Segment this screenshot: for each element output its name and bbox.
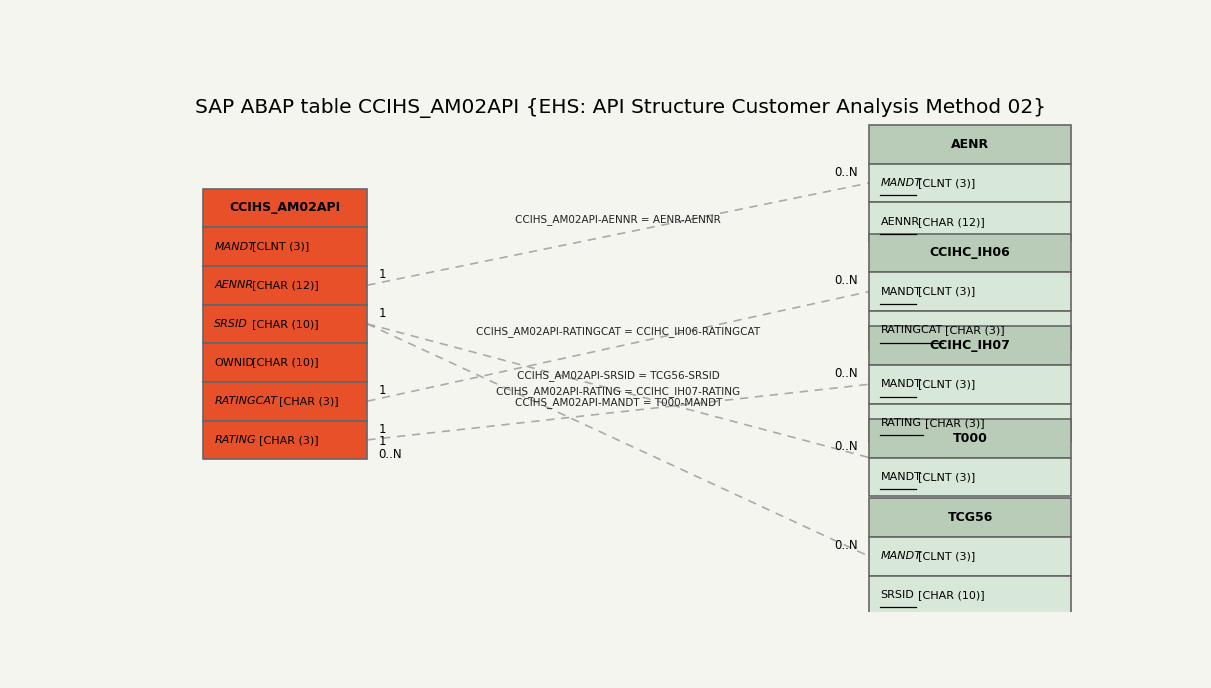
Text: RATING: RATING [880,418,922,428]
Text: AENNR: AENNR [880,217,919,226]
Text: T000: T000 [953,432,988,445]
Bar [869,164,1071,202]
Text: [CHAR (10)]: [CHAR (10)] [252,358,318,367]
Text: 1: 1 [379,422,386,436]
Bar [869,576,1071,614]
Bar [203,189,367,227]
Text: RATINGCAT: RATINGCAT [880,325,943,335]
Text: MANDT: MANDT [880,178,922,188]
Text: [CHAR (10)]: [CHAR (10)] [252,319,318,329]
Bar [203,227,367,266]
Text: RATINGCAT: RATINGCAT [214,396,277,406]
Text: [CLNT (3)]: [CLNT (3)] [252,241,309,252]
Text: CCIHS_AM02API: CCIHS_AM02API [230,202,340,215]
Bar [869,404,1071,442]
Bar [869,202,1071,241]
Bar [869,272,1071,311]
Bar [203,305,367,343]
Text: RATING: RATING [214,435,256,445]
Bar [869,365,1071,404]
Text: [CHAR (10)]: [CHAR (10)] [918,590,985,600]
Text: SAP ABAP table CCIHS_AM02API {EHS: API Structure Customer Analysis Method 02}: SAP ABAP table CCIHS_AM02API {EHS: API S… [195,98,1046,118]
Text: 1: 1 [379,436,386,449]
Text: CCIHS_AM02API-RATINGCAT = CCIHC_IH06-RATINGCAT: CCIHS_AM02API-RATINGCAT = CCIHC_IH06-RAT… [476,326,761,337]
Text: [CHAR (3)]: [CHAR (3)] [925,418,985,428]
Text: CCIHS_AM02API-AENNR = AENR-AENNR: CCIHS_AM02API-AENNR = AENR-AENNR [516,214,722,224]
Text: OWNID: OWNID [214,358,254,367]
Bar [203,420,367,459]
Text: CCIHC_IH06: CCIHC_IH06 [930,246,1011,259]
Text: CCIHC_IH07: CCIHC_IH07 [930,339,1011,352]
Bar [869,458,1071,496]
Text: 0..N: 0..N [834,440,859,453]
Text: [CHAR (12)]: [CHAR (12)] [918,217,985,226]
Text: [CHAR (3)]: [CHAR (3)] [259,435,318,445]
Text: SRSID: SRSID [880,590,914,600]
Text: CCIHS_AM02API-RATING = CCIHC_IH07-RATING: CCIHS_AM02API-RATING = CCIHC_IH07-RATING [497,386,740,397]
Text: MANDT: MANDT [880,379,922,389]
Text: [CHAR (3)]: [CHAR (3)] [279,396,338,406]
Bar [869,311,1071,350]
Text: 0..N: 0..N [834,166,859,179]
Text: [CLNT (3)]: [CLNT (3)] [918,379,975,389]
Bar [203,266,367,305]
Text: [CHAR (12)]: [CHAR (12)] [252,280,318,290]
Text: 0..N: 0..N [834,539,859,552]
Text: 1: 1 [379,268,386,281]
Text: 1: 1 [379,384,386,397]
Text: AENNR: AENNR [214,280,253,290]
Bar [869,537,1071,576]
Bar [203,343,367,382]
Text: MANDT: MANDT [880,286,922,297]
Text: 0..N: 0..N [834,275,859,288]
Bar [869,326,1071,365]
Text: [CHAR (3)]: [CHAR (3)] [945,325,1005,335]
Bar [203,382,367,420]
Bar [869,125,1071,164]
Text: AENR: AENR [951,138,989,151]
Text: CCIHS_AM02API-SRSID = TCG56-SRSID: CCIHS_AM02API-SRSID = TCG56-SRSID [517,370,719,381]
Text: [CLNT (3)]: [CLNT (3)] [918,178,975,188]
Text: [CLNT (3)]: [CLNT (3)] [918,472,975,482]
Text: 1: 1 [379,307,386,320]
Text: TCG56: TCG56 [947,511,993,524]
Text: [CLNT (3)]: [CLNT (3)] [918,286,975,297]
Text: 0..N: 0..N [834,367,859,380]
Bar [869,498,1071,537]
Text: CCIHS_AM02API-MANDT = T000-MANDT: CCIHS_AM02API-MANDT = T000-MANDT [515,398,722,409]
Bar [869,419,1071,458]
Bar [869,233,1071,272]
Text: [CLNT (3)]: [CLNT (3)] [918,551,975,561]
Text: 0..N: 0..N [379,448,402,461]
Text: MANDT: MANDT [880,551,922,561]
Text: MANDT: MANDT [214,241,256,252]
Text: SRSID: SRSID [214,319,248,329]
Text: MANDT: MANDT [880,472,922,482]
